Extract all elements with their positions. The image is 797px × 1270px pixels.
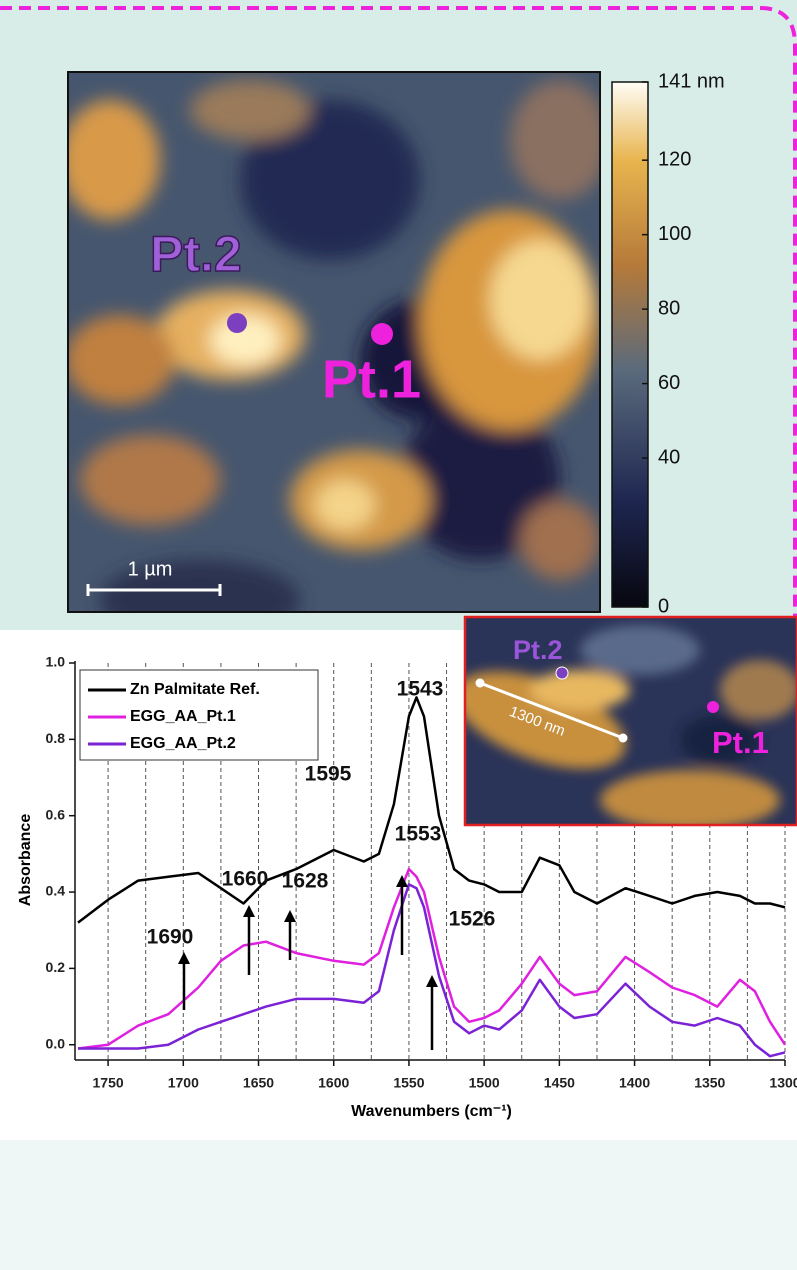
arrow-head xyxy=(178,952,190,964)
y-tick-label: 0.8 xyxy=(46,730,66,746)
scale-bar-label: 1 µm xyxy=(128,558,173,580)
y-axis-label: Absorbance xyxy=(17,814,34,907)
y-tick-label: 0.6 xyxy=(46,806,66,822)
x-axis-label: Wavenumbers (cm⁻¹) xyxy=(351,1103,512,1120)
x-tick-label: 1650 xyxy=(243,1075,274,1091)
point-marker xyxy=(227,313,247,333)
y-tick-label: 0.4 xyxy=(46,883,66,899)
x-tick-label: 1450 xyxy=(544,1075,575,1091)
colorbar-tick-label: 120 xyxy=(658,148,691,170)
peak-label: 1690 xyxy=(147,926,194,949)
y-tick-label: 1.0 xyxy=(46,654,66,670)
legend-label: Zn Palmitate Ref. xyxy=(130,681,260,698)
arrow-head xyxy=(284,910,296,922)
point-label: Pt.2 xyxy=(150,226,242,282)
arrow-head xyxy=(426,975,438,987)
peak-label: 1595 xyxy=(305,763,352,786)
x-tick-label: 1350 xyxy=(694,1075,725,1091)
inset-point-label: Pt.2 xyxy=(513,635,563,665)
y-tick-label: 0.0 xyxy=(46,1035,66,1051)
colorbar-tick-label: 100 xyxy=(658,223,691,245)
bottom-background xyxy=(0,1140,797,1270)
peak-label: 1543 xyxy=(397,678,444,701)
peak-label: 1526 xyxy=(449,908,496,931)
x-tick-label: 1600 xyxy=(318,1075,349,1091)
distance-end xyxy=(476,679,485,688)
y-tick-label: 0.2 xyxy=(46,959,66,975)
peak-label: 1628 xyxy=(282,870,329,893)
x-tick-label: 1550 xyxy=(393,1075,424,1091)
figure: 1 µm Pt.2 Pt.1 141 nm 120 100 80 60 40 0 0.0 0.… xyxy=(0,0,797,1270)
x-tick-label: 1400 xyxy=(619,1075,650,1091)
point-label: Pt.1 xyxy=(322,349,421,409)
distance-end xyxy=(619,734,628,743)
inset-point-marker xyxy=(707,701,719,713)
legend-label: EGG_AA_Pt.2 xyxy=(130,735,236,752)
inset-image xyxy=(442,617,797,830)
x-tick-label: 1700 xyxy=(168,1075,199,1091)
x-tick-label: 1300 xyxy=(769,1075,797,1091)
peak-label: 1660 xyxy=(222,868,269,891)
x-tick-label: 1750 xyxy=(93,1075,124,1091)
colorbar-tick-label: 80 xyxy=(658,297,680,319)
inset-point-label: Pt.1 xyxy=(712,725,769,760)
inset-point-marker xyxy=(556,667,568,679)
colorbar-tick-label: 141 nm xyxy=(658,70,725,92)
colorbar-tick-label: 60 xyxy=(658,372,680,394)
colorbar-tick-label: 0 xyxy=(658,595,669,617)
peak-label: 1553 xyxy=(395,823,442,846)
x-tick-label: 1500 xyxy=(469,1075,500,1091)
colorbar-tick-label: 40 xyxy=(658,446,680,468)
page: {"afm_map": {"colorbar_ticks": [{"value"… xyxy=(0,0,797,1270)
legend-label: EGG_AA_Pt.1 xyxy=(130,708,236,725)
arrow-head xyxy=(243,905,255,917)
point-marker xyxy=(371,323,393,345)
